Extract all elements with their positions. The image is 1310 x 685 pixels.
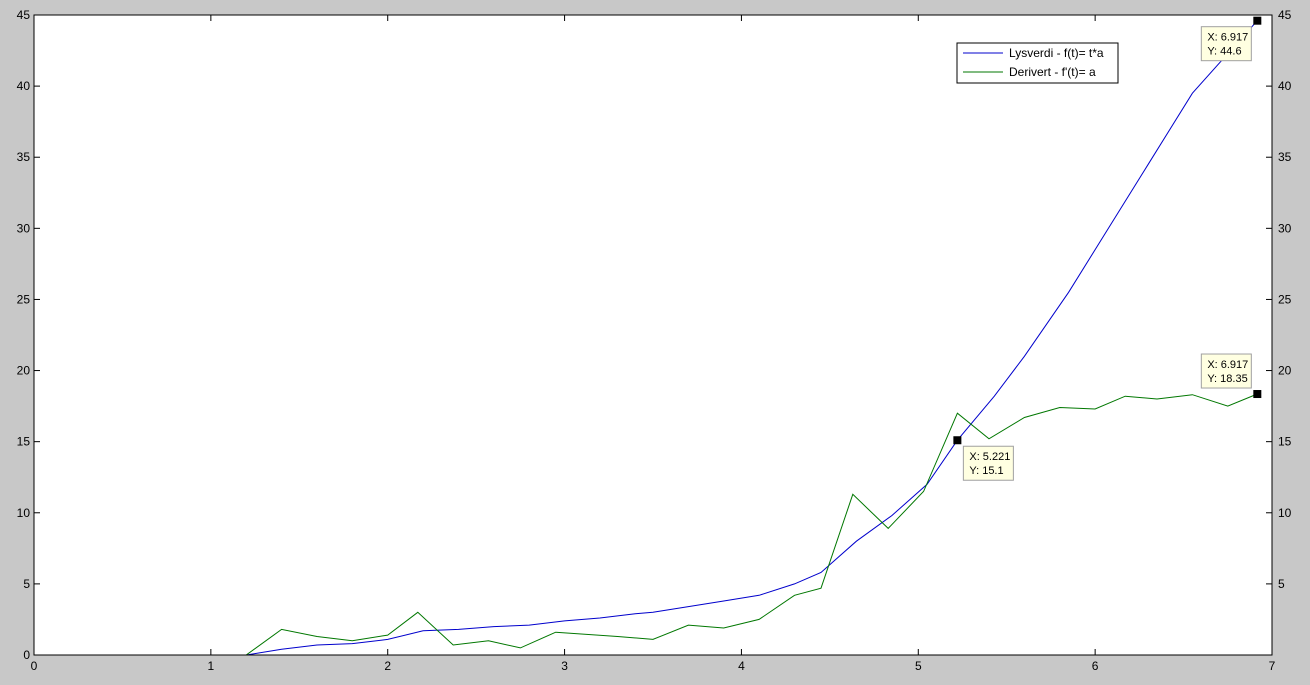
y-tick-label-right: 35 (1278, 150, 1292, 164)
data-tip-marker (1253, 16, 1262, 25)
y-tick-label-left: 40 (17, 79, 31, 93)
data-tip-y-text: Y: 18.35 (1207, 373, 1247, 385)
x-tick-label: 4 (738, 659, 745, 673)
data-tip-y-text: Y: 44.6 (1207, 46, 1241, 58)
y-tick-label-left: 20 (17, 364, 31, 378)
x-tick-label: 0 (31, 659, 38, 673)
y-tick-label-left: 0 (23, 648, 30, 662)
data-tip-marker (953, 436, 962, 445)
legend-entry-1: Lysverdi - f(t)= t*a (1009, 46, 1104, 60)
data-tip-x-text: X: 5.221 (969, 451, 1010, 463)
y-tick-label-left: 15 (17, 435, 31, 449)
data-tip-box (1200, 353, 1252, 389)
plot-border (33, 14, 1273, 656)
x-tick-label: 7 (1269, 659, 1276, 673)
data-tip-box (962, 445, 1014, 481)
data-tip-2: X: 6.917 Y: 18.35 (1200, 353, 1262, 399)
x-tick-label: 5 (915, 659, 922, 673)
y-tick-label-right: 45 (1278, 8, 1292, 22)
data-tip-box (1200, 26, 1252, 62)
x-tick-label: 6 (1092, 659, 1099, 673)
y-tick-label-left: 10 (17, 506, 31, 520)
y-tick-label-right: 15 (1278, 435, 1292, 449)
data-tips-layer: X: 6.917 Y: 44.6 X: 6.917 Y: 18.35 X: 5.221 Y… (953, 16, 1262, 481)
y-tick-label-left: 5 (23, 577, 30, 591)
x-tick-label: 1 (208, 659, 215, 673)
x-tick-label: 3 (561, 659, 568, 673)
y-tick-label-right: 25 (1278, 292, 1292, 306)
data-tip-x-text: X: 6.917 (1207, 32, 1248, 44)
y-tick-label-right: 5 (1278, 577, 1285, 591)
data-tip-y-text: Y: 15.1 (969, 465, 1003, 477)
plot-area (34, 15, 1272, 655)
data-tip-1: X: 6.917 Y: 44.6 (1200, 16, 1262, 62)
y-tick-label-right: 40 (1278, 79, 1292, 93)
ticks-layer: 0 1 2 3 4 5 6 705101520253035404551015202530354… (17, 8, 1292, 673)
y-tick-label-right: 20 (1278, 364, 1292, 378)
legend: Lysverdi - f(t)= t*a Derivert - f'(t)= a (956, 42, 1119, 84)
data-tip-x-text: X: 6.917 (1207, 359, 1248, 371)
series-line-2 (34, 393, 1258, 656)
y-tick-label-left: 35 (17, 150, 31, 164)
legend-entry-2: Derivert - f'(t)= a (1009, 65, 1096, 79)
y-tick-label-left: 45 (17, 8, 31, 22)
legend-box (956, 42, 1119, 84)
y-tick-label-right: 10 (1278, 506, 1292, 520)
data-tip-3: X: 5.221 Y: 15.1 (953, 436, 1014, 481)
series-line-1 (34, 20, 1258, 656)
x-tick-label: 2 (384, 659, 391, 673)
y-tick-label-right: 30 (1278, 221, 1292, 235)
y-tick-label-left: 30 (17, 221, 31, 235)
series-layer (34, 20, 1258, 656)
y-tick-label-left: 25 (17, 292, 31, 306)
data-tip-marker (1253, 390, 1262, 399)
